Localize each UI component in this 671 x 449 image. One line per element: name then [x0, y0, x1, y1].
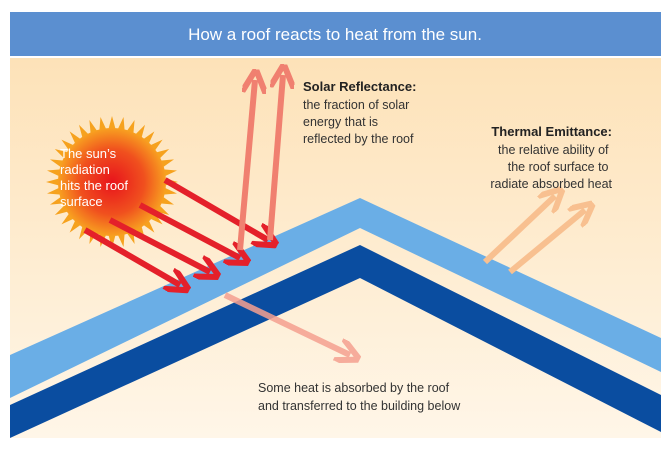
thermal-title: Thermal Emittance:: [491, 124, 612, 139]
thermal-text: the relative ability of the roof surface…: [490, 143, 612, 191]
diagram: How a roof reacts to heat from the sun. …: [0, 0, 671, 449]
solar-title: Solar Reflectance:: [303, 79, 416, 94]
header-title: How a roof reacts to heat from the sun.: [188, 25, 482, 44]
page: How a roof reacts to heat from the sun. …: [0, 0, 671, 449]
